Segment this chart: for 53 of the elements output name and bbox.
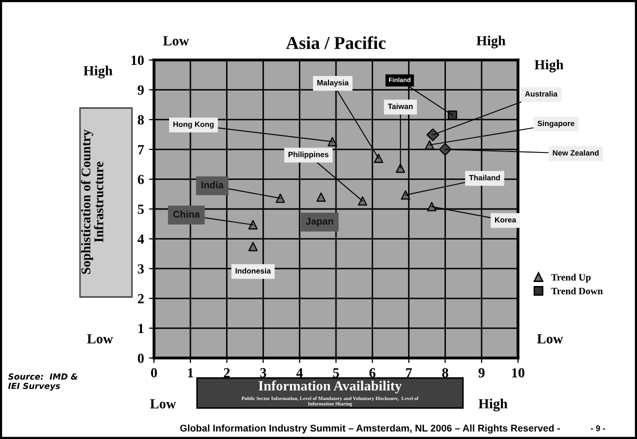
y-tick-label: 7 (138, 145, 144, 154)
x-tick-label: 6 (369, 368, 376, 378)
y-tick-label: 6 (138, 174, 144, 184)
text: High (478, 398, 508, 412)
x-tick-label: 9 (478, 368, 485, 378)
x-tick-label: 7 (406, 368, 412, 378)
x-tick-label: 8 (442, 368, 448, 378)
y-tick-label: 0 (138, 354, 144, 363)
point (248, 242, 258, 252)
x-tick-label: 3 (260, 368, 266, 378)
x-tick-label: 4 (296, 368, 303, 378)
legend-label: Trend Up (551, 274, 591, 283)
legend-label: Trend Down (551, 287, 603, 294)
point (276, 194, 285, 203)
x-tick-label: 2 (224, 368, 230, 378)
y-tick-label: 10 (132, 56, 144, 65)
y-tick-label: 1 (138, 324, 144, 334)
x-tick-label: 5 (333, 368, 339, 378)
point (427, 202, 436, 212)
x-tick-label: 1 (188, 368, 194, 378)
point (374, 154, 384, 164)
text: Low (163, 36, 190, 46)
point (438, 143, 452, 156)
text: Global Information Industry Summit – Amsterdam, NL 2006 – All Rights Reserved - (180, 424, 560, 434)
y-tick-label: 4 (138, 234, 144, 244)
y-tick-label: 8 (138, 115, 144, 125)
annotation: India (202, 181, 224, 188)
text: High (84, 66, 112, 78)
text: High (476, 36, 506, 48)
y-tick-label: 9 (138, 85, 144, 95)
point (316, 192, 326, 202)
text: Low (150, 399, 176, 408)
point (328, 136, 338, 146)
x-tick-label: 0 (151, 368, 157, 378)
source-note: Source: IMD & IEI Surveys (8, 373, 78, 391)
y-tick-label: 5 (138, 204, 144, 214)
x-tick-label: 10 (512, 368, 524, 378)
annotation: Japan (306, 218, 334, 227)
y-tick-label: 3 (138, 264, 144, 274)
x-axis-title: Information Availability (258, 380, 402, 394)
point (248, 220, 258, 230)
point (424, 140, 434, 150)
point (426, 128, 440, 142)
text: - 9 - (590, 425, 606, 432)
text: Low (87, 334, 114, 344)
chart-title: Asia / Pacific (286, 36, 386, 50)
point (448, 110, 458, 120)
annotation: China (173, 210, 200, 218)
point (358, 196, 368, 206)
text: High (534, 60, 564, 72)
y-axis-title: Sophistication of Country Infrastructure (80, 130, 104, 274)
y-tick-label: 2 (138, 294, 144, 304)
text: Low (537, 334, 564, 344)
